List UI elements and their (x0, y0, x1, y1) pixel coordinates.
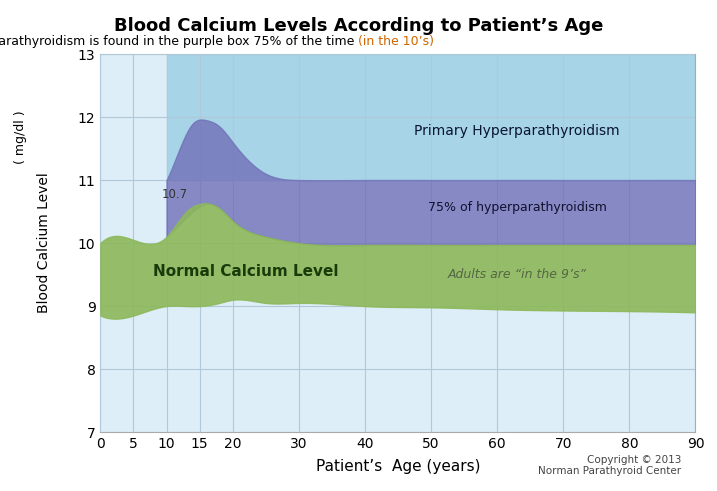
Text: Hyperparathyroidism is found in the purple box 75% of the time (in the 10’s): Hyperparathyroidism is found in the purp… (118, 37, 599, 50)
Text: (in the 10’s): (in the 10’s) (358, 35, 435, 48)
Text: 75% of hyperparathyroidism: 75% of hyperparathyroidism (427, 201, 607, 214)
Text: Blood Calcium Levels According to Patient’s Age: Blood Calcium Levels According to Patien… (114, 17, 603, 35)
Text: ( mg/dl ): ( mg/dl ) (14, 110, 27, 164)
Text: Adults are “in the 9’s”: Adults are “in the 9’s” (447, 268, 587, 281)
X-axis label: Patient’s  Age (years): Patient’s Age (years) (315, 459, 480, 474)
Text: Copyright © 2013
Norman Parathyroid Center: Copyright © 2013 Norman Parathyroid Cent… (538, 455, 681, 476)
Text: Blood Calcium Level: Blood Calcium Level (37, 173, 51, 313)
Text: Hyperparathyroidism is found in the purple box 75% of the time: Hyperparathyroidism is found in the purp… (0, 35, 358, 48)
Text: Primary Hyperparathyroidism: Primary Hyperparathyroidism (414, 124, 619, 138)
Text: 10.7: 10.7 (162, 188, 188, 201)
Text: Normal Calcium Level: Normal Calcium Level (153, 264, 338, 279)
